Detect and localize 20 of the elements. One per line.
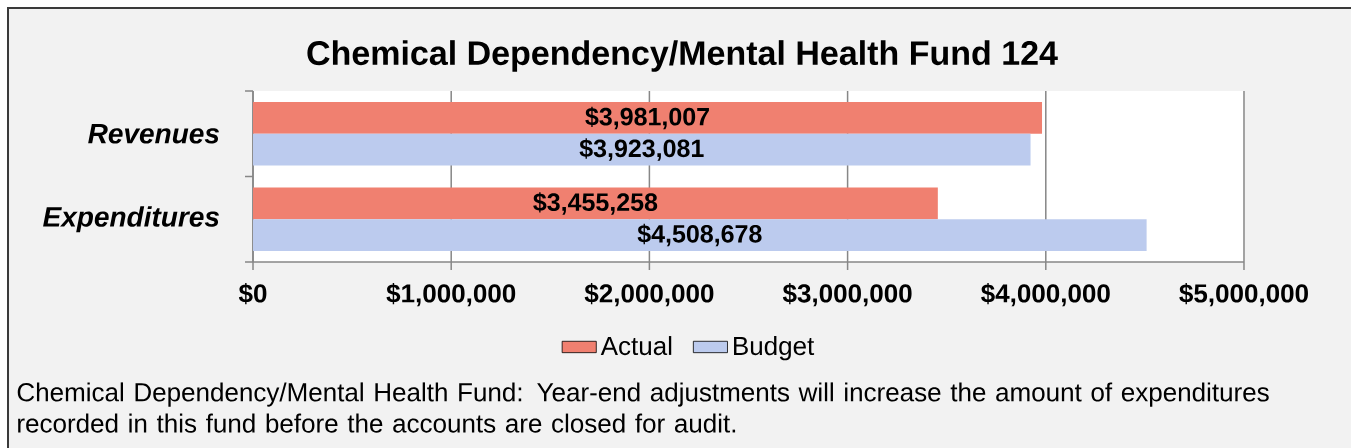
data-label: $3,923,081	[579, 138, 704, 161]
legend-label: Actual	[600, 336, 672, 356]
x-tick-label: $5,000,000	[1179, 283, 1308, 307]
bar	[253, 102, 1043, 134]
y-tick-label: Revenues	[88, 123, 219, 144]
data-label: $4,508,678	[637, 223, 762, 247]
legend-label: Budget	[734, 336, 815, 361]
bar	[253, 133, 1031, 166]
text: Chemical Dependency/Mental Health Fund: Year-end adjustments will increase the amount of expenditures recorded in this fund before the accounts are closed for audit.	[17, 382, 1269, 433]
data-label: $3,455,258	[533, 192, 658, 215]
bar	[253, 187, 938, 220]
bar	[253, 219, 1147, 251]
x-tick-label: $4,000,000	[981, 283, 1110, 307]
chart-title: Chemical Dependency/Mental Health Fund 124	[307, 40, 1058, 72]
x-tick-label: $3,000,000	[782, 283, 912, 307]
x-tick-label: $1,000,000	[386, 283, 516, 307]
data-label: $3,981,007	[585, 106, 709, 130]
x-tick-label: $0	[238, 283, 267, 305]
x-tick-label: $2,000,000	[584, 283, 714, 307]
y-tick-label: Expenditures	[43, 206, 219, 233]
